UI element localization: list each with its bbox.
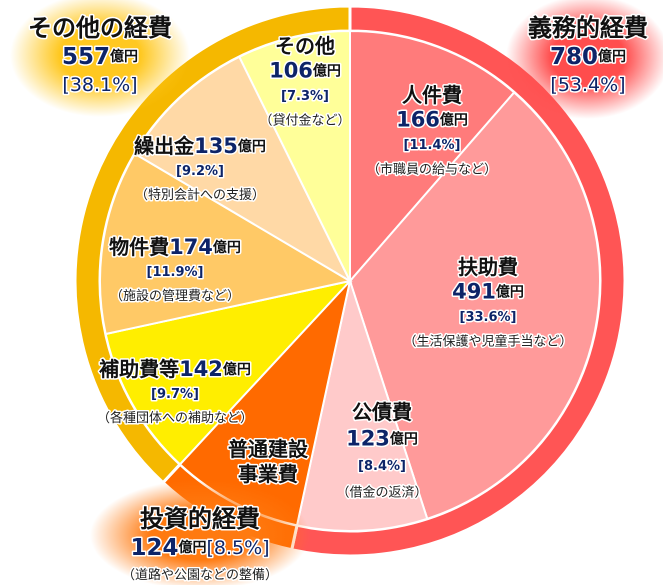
label-part: [38.1%] [62, 74, 137, 96]
label: 物件費174億円 [109, 235, 241, 260]
label-part: [7.3%] [281, 89, 329, 104]
label-part: 106 [269, 59, 313, 83]
label-part: （借金の返済） [336, 484, 427, 500]
label: （貸付金など） [259, 112, 350, 128]
label-part: 億円 [390, 431, 418, 448]
label: [9.7%] [151, 387, 199, 402]
label-part: 123 [346, 427, 390, 451]
label-part: 物件費 [109, 235, 169, 259]
glow [506, 0, 663, 119]
glows [10, 0, 663, 585]
slice [349, 29, 516, 284]
label-part: 億円 [213, 239, 241, 256]
label: [33.6%] [460, 310, 517, 325]
label: その他 [275, 34, 335, 58]
label: （各種団体への補助など） [97, 410, 253, 426]
label-part: 億円 [440, 112, 468, 129]
label: 投資的経費 [140, 505, 260, 533]
label: （借金の返済） [336, 484, 427, 500]
label-part: [9.2%] [176, 164, 224, 179]
label-part: 億円 [223, 361, 251, 378]
label-part: [53.4%] [550, 74, 625, 96]
label-part: [8.4%] [358, 459, 406, 474]
label-part: 公債費 [352, 400, 412, 424]
label: 普通建設 [228, 437, 309, 461]
slice [237, 29, 351, 282]
label-part: [11.4%] [404, 138, 461, 153]
label: 780億円 [550, 44, 626, 70]
label-part: 繰出金 [134, 134, 195, 158]
label: （道路や公園などの整備） [122, 567, 278, 583]
label: 106億円 [269, 59, 341, 83]
label: 扶助費 [458, 255, 518, 279]
label: [53.4%] [550, 74, 625, 96]
label: 人件費 [402, 83, 462, 107]
label: 繰出金135億円 [134, 134, 266, 159]
label-part: 普通建設 [228, 437, 309, 461]
label-part: 事業費 [238, 462, 298, 486]
label-part: [9.7%] [151, 387, 199, 402]
label-part: 166 [396, 108, 440, 132]
label-part: （特別会計への支援） [135, 187, 265, 203]
glow [10, 0, 190, 117]
slice [133, 55, 353, 284]
label: 事業費 [238, 462, 298, 486]
label: [38.1%] [62, 74, 137, 96]
labels: 人件費166億円[11.4%]（市職員の給与など）扶助費491億円[33.6%]… [27, 13, 650, 585]
label-part: 124 [130, 535, 178, 561]
label: （特別会計への支援） [135, 187, 265, 203]
label-part: 億円 [238, 138, 266, 155]
label-part: 補助費等 [98, 357, 179, 381]
label-part: 億円 [496, 284, 524, 301]
slice [348, 91, 601, 521]
label-part: 億円 [110, 48, 138, 65]
label-part: 174 [169, 235, 213, 259]
slice [104, 279, 353, 466]
label: （生活保護や児童手当など） [403, 333, 572, 349]
label: 491億円 [452, 280, 524, 304]
label: 123億円 [346, 427, 418, 451]
label-part: （貸付金など） [259, 112, 350, 128]
label: [9.2%] [176, 164, 224, 179]
label: [8.4%] [358, 459, 406, 474]
label-part: [33.6%] [460, 310, 517, 325]
label-part: 135 [194, 134, 238, 158]
label-part: 億円 [313, 63, 341, 80]
label-part: 億円 [178, 539, 206, 556]
slice [99, 152, 353, 336]
label-part: （市職員の給与など） [367, 161, 497, 177]
label-part: 投資的経費 [140, 505, 260, 533]
label-part: 142 [179, 357, 223, 381]
label-part: その他 [275, 34, 335, 58]
label-part: 491 [452, 280, 496, 304]
label: 補助費等142億円 [98, 357, 251, 382]
label: （施設の管理費など） [110, 288, 240, 304]
label-part: 億円 [598, 48, 626, 65]
label-part: 557 [62, 44, 110, 70]
label-part: [8.5%] [206, 537, 269, 559]
label: [7.3%] [281, 89, 329, 104]
label: （市職員の給与など） [367, 161, 497, 177]
label: 124億円[8.5%] [130, 535, 269, 561]
label-part: （各種団体への補助など） [97, 410, 253, 426]
label: 義務的経費 [528, 14, 648, 42]
label: 557億円 [62, 44, 138, 70]
label-part: 義務的経費 [528, 14, 648, 42]
label: [11.4%] [404, 138, 461, 153]
label-part: 780 [550, 44, 598, 70]
label: 166億円 [396, 108, 468, 132]
label-part: 扶助費 [458, 255, 518, 279]
label-part: （生活保護や児童手当など） [403, 333, 572, 349]
label-part: （施設の管理費など） [110, 288, 240, 304]
label: その他の経費 [28, 14, 172, 42]
label-part: [11.9%] [147, 265, 204, 280]
glow [90, 480, 310, 585]
label-part: 人件費 [402, 83, 462, 107]
label-part: その他の経費 [28, 14, 172, 42]
label: 公債費 [352, 400, 412, 424]
label-part: （道路や公園などの整備） [122, 567, 278, 583]
label: [11.9%] [147, 265, 204, 280]
